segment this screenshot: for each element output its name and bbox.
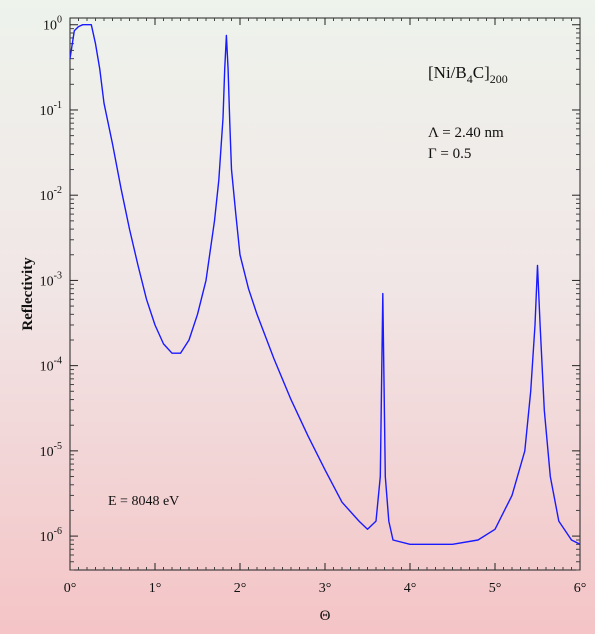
y-tick-base: 10 — [40, 104, 54, 119]
x-axis-title: Θ — [320, 608, 331, 624]
y-tick-exponent: 0 — [57, 15, 62, 26]
major-ticks — [69, 18, 581, 570]
x-tick-label: 0° — [64, 581, 77, 596]
y-tick-label: 10-4 — [40, 356, 62, 375]
sample-main: [Ni/B — [428, 63, 467, 82]
sample-annotation: [Ni/B4C]200 — [428, 63, 508, 86]
period-annotation: Λ = 2.40 nm — [428, 125, 504, 141]
y-tick-exponent: -6 — [54, 526, 62, 537]
x-tick-label: 1° — [149, 581, 162, 596]
x-tick-label: 5° — [489, 581, 502, 596]
energy-annotation: E = 8048 eV — [108, 494, 179, 509]
y-tick-base: 10 — [40, 445, 54, 460]
y-tick-base: 10 — [43, 19, 57, 34]
y-tick-label: 10-6 — [40, 526, 62, 545]
y-tick-exponent: -3 — [54, 270, 62, 281]
y-tick-label: 10-5 — [40, 441, 62, 460]
x-tick-labels: 0° 1° 2° 3° 4° 5° 6° — [64, 581, 587, 596]
plot-area — [69, 17, 581, 571]
y-tick-base: 10 — [40, 274, 54, 289]
y-tick-base: 10 — [40, 360, 54, 375]
y-tick-label: 10-1 — [40, 100, 62, 119]
reflectivity-series-line — [69, 24, 581, 545]
gamma-annotation: Γ = 0.5 — [428, 146, 471, 162]
series-group — [69, 24, 581, 545]
x-tick-label: 3° — [319, 581, 332, 596]
x-tick-label: 2° — [234, 581, 247, 596]
y-tick-exponent: -4 — [54, 356, 62, 367]
minor-ticks — [69, 18, 581, 571]
y-tick-label: 100 — [43, 15, 62, 34]
y-tick-base: 10 — [40, 189, 54, 204]
sample-sub2: 200 — [490, 72, 508, 86]
y-axis-title: Reflectivity — [20, 257, 36, 331]
y-tick-exponent: -1 — [54, 100, 62, 111]
x-tick-label: 4° — [404, 581, 417, 596]
sample-mid: C] — [473, 63, 490, 82]
y-tick-label: 10-3 — [40, 270, 62, 289]
y-tick-base: 10 — [40, 530, 54, 545]
y-tick-label: 10-2 — [40, 185, 62, 204]
y-tick-exponent: -5 — [54, 441, 62, 452]
sample-sub1: 4 — [467, 72, 473, 86]
x-tick-label: 6° — [574, 581, 587, 596]
y-tick-exponent: -2 — [54, 185, 62, 196]
